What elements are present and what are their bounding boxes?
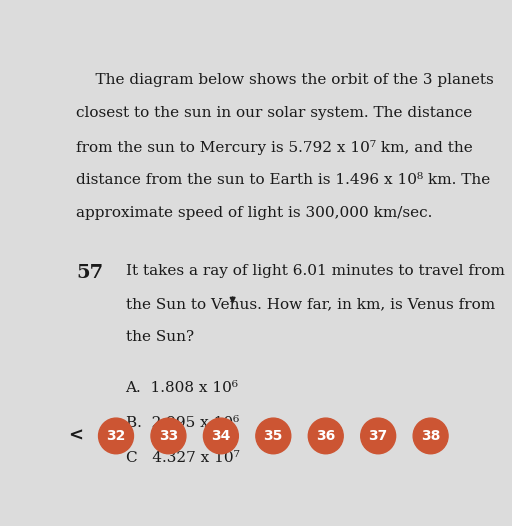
Circle shape: [413, 418, 448, 454]
Circle shape: [361, 418, 396, 454]
Text: B.  2.995 x 10⁶: B. 2.995 x 10⁶: [125, 417, 239, 430]
Text: approximate speed of light is 300,000 km/sec.: approximate speed of light is 300,000 km…: [76, 206, 432, 220]
Text: 34: 34: [211, 429, 230, 443]
Circle shape: [98, 418, 134, 454]
Text: distance from the sun to Earth is 1.496 x 10⁸ km. The: distance from the sun to Earth is 1.496 …: [76, 173, 490, 187]
Text: 33: 33: [159, 429, 178, 443]
Text: 57: 57: [76, 264, 103, 281]
Text: The diagram below shows the orbit of the 3 planets: The diagram below shows the orbit of the…: [76, 73, 494, 87]
Text: from the sun to Mercury is 5.792 x 10⁷ km, and the: from the sun to Mercury is 5.792 x 10⁷ k…: [76, 140, 473, 155]
Circle shape: [308, 418, 343, 454]
Text: 37: 37: [369, 429, 388, 443]
Text: 38: 38: [421, 429, 440, 443]
Text: C   4.327 x 10⁷: C 4.327 x 10⁷: [125, 451, 239, 465]
Text: 35: 35: [264, 429, 283, 443]
Text: closest to the sun in our solar system. The distance: closest to the sun in our solar system. …: [76, 106, 472, 120]
Circle shape: [256, 418, 291, 454]
Text: 32: 32: [106, 429, 126, 443]
Text: 36: 36: [316, 429, 335, 443]
Circle shape: [151, 418, 186, 454]
Text: the Sun?: the Sun?: [125, 330, 194, 344]
Circle shape: [203, 418, 239, 454]
Text: A.  1.808 x 10⁶: A. 1.808 x 10⁶: [125, 381, 239, 396]
Text: the Sun to Venus. How far, in km, is Venus from: the Sun to Venus. How far, in km, is Ven…: [125, 297, 495, 311]
Text: It takes a ray of light 6.01 minutes to travel from: It takes a ray of light 6.01 minutes to …: [125, 264, 504, 278]
Text: <: <: [68, 427, 83, 445]
